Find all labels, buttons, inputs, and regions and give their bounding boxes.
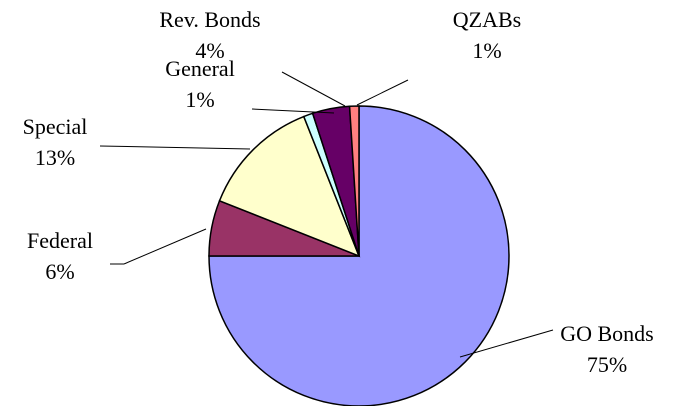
- pie-slice: [218, 115, 361, 258]
- slice-label: General: [165, 56, 235, 81]
- pie: [208, 105, 510, 406]
- slice-label: Rev. Bonds: [159, 7, 260, 32]
- leader-line: [251, 108, 335, 114]
- slice-value-label: 13%: [35, 145, 75, 170]
- slice-value-label: 1%: [472, 38, 501, 63]
- pie-slice: [348, 105, 360, 257]
- slice-value-label: 75%: [587, 352, 627, 377]
- slice-label: Federal: [27, 228, 93, 253]
- leader-line: [281, 71, 346, 107]
- slice-value-label: 4%: [195, 38, 224, 63]
- slice-label: Special: [23, 114, 88, 139]
- slice-label: GO Bonds: [560, 321, 654, 346]
- leader-line: [99, 145, 251, 150]
- slice-label: QZABs: [453, 7, 521, 32]
- leader-lines: [99, 71, 554, 358]
- slice-value-label: 1%: [185, 87, 214, 112]
- slice-value-label: 6%: [45, 259, 74, 284]
- leader-line: [356, 79, 409, 106]
- leader-line: [123, 228, 207, 265]
- pie-slice: [208, 105, 510, 406]
- leader-line: [459, 329, 554, 358]
